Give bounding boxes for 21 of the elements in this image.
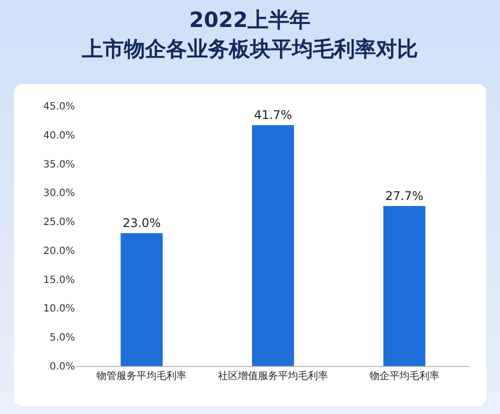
bar [383, 206, 426, 366]
x-tick-label: 物管服务平均毛利率 [96, 370, 187, 382]
chart-subtitle: 上市物企各业务板块平均毛利率对比 [81, 36, 419, 63]
y-tick-label: 35.0% [43, 159, 75, 170]
y-tick-label: 0.0% [50, 362, 75, 372]
data-label: 27.7% [385, 188, 424, 203]
y-tick-label: 45.0% [43, 102, 75, 112]
bar [120, 233, 163, 366]
y-tick-label: 40.0% [43, 130, 75, 142]
y-tick-label: 30.0% [43, 188, 75, 200]
x-tick-label: 物企平均毛利率 [369, 370, 440, 382]
y-tick-label: 25.0% [43, 217, 75, 228]
data-label: 41.7% [254, 108, 292, 122]
y-tick-label: 5.0% [50, 332, 75, 344]
y-tick-label: 15.0% [43, 274, 75, 286]
data-label: 23.0% [122, 216, 161, 230]
x-tick-label: 社区增值服务平均毛利率 [218, 370, 328, 382]
chart-title: 2022上半年 [188, 7, 312, 34]
y-tick-label: 10.0% [43, 304, 75, 315]
bar [252, 125, 294, 366]
y-tick-label: 20.0% [43, 246, 75, 257]
